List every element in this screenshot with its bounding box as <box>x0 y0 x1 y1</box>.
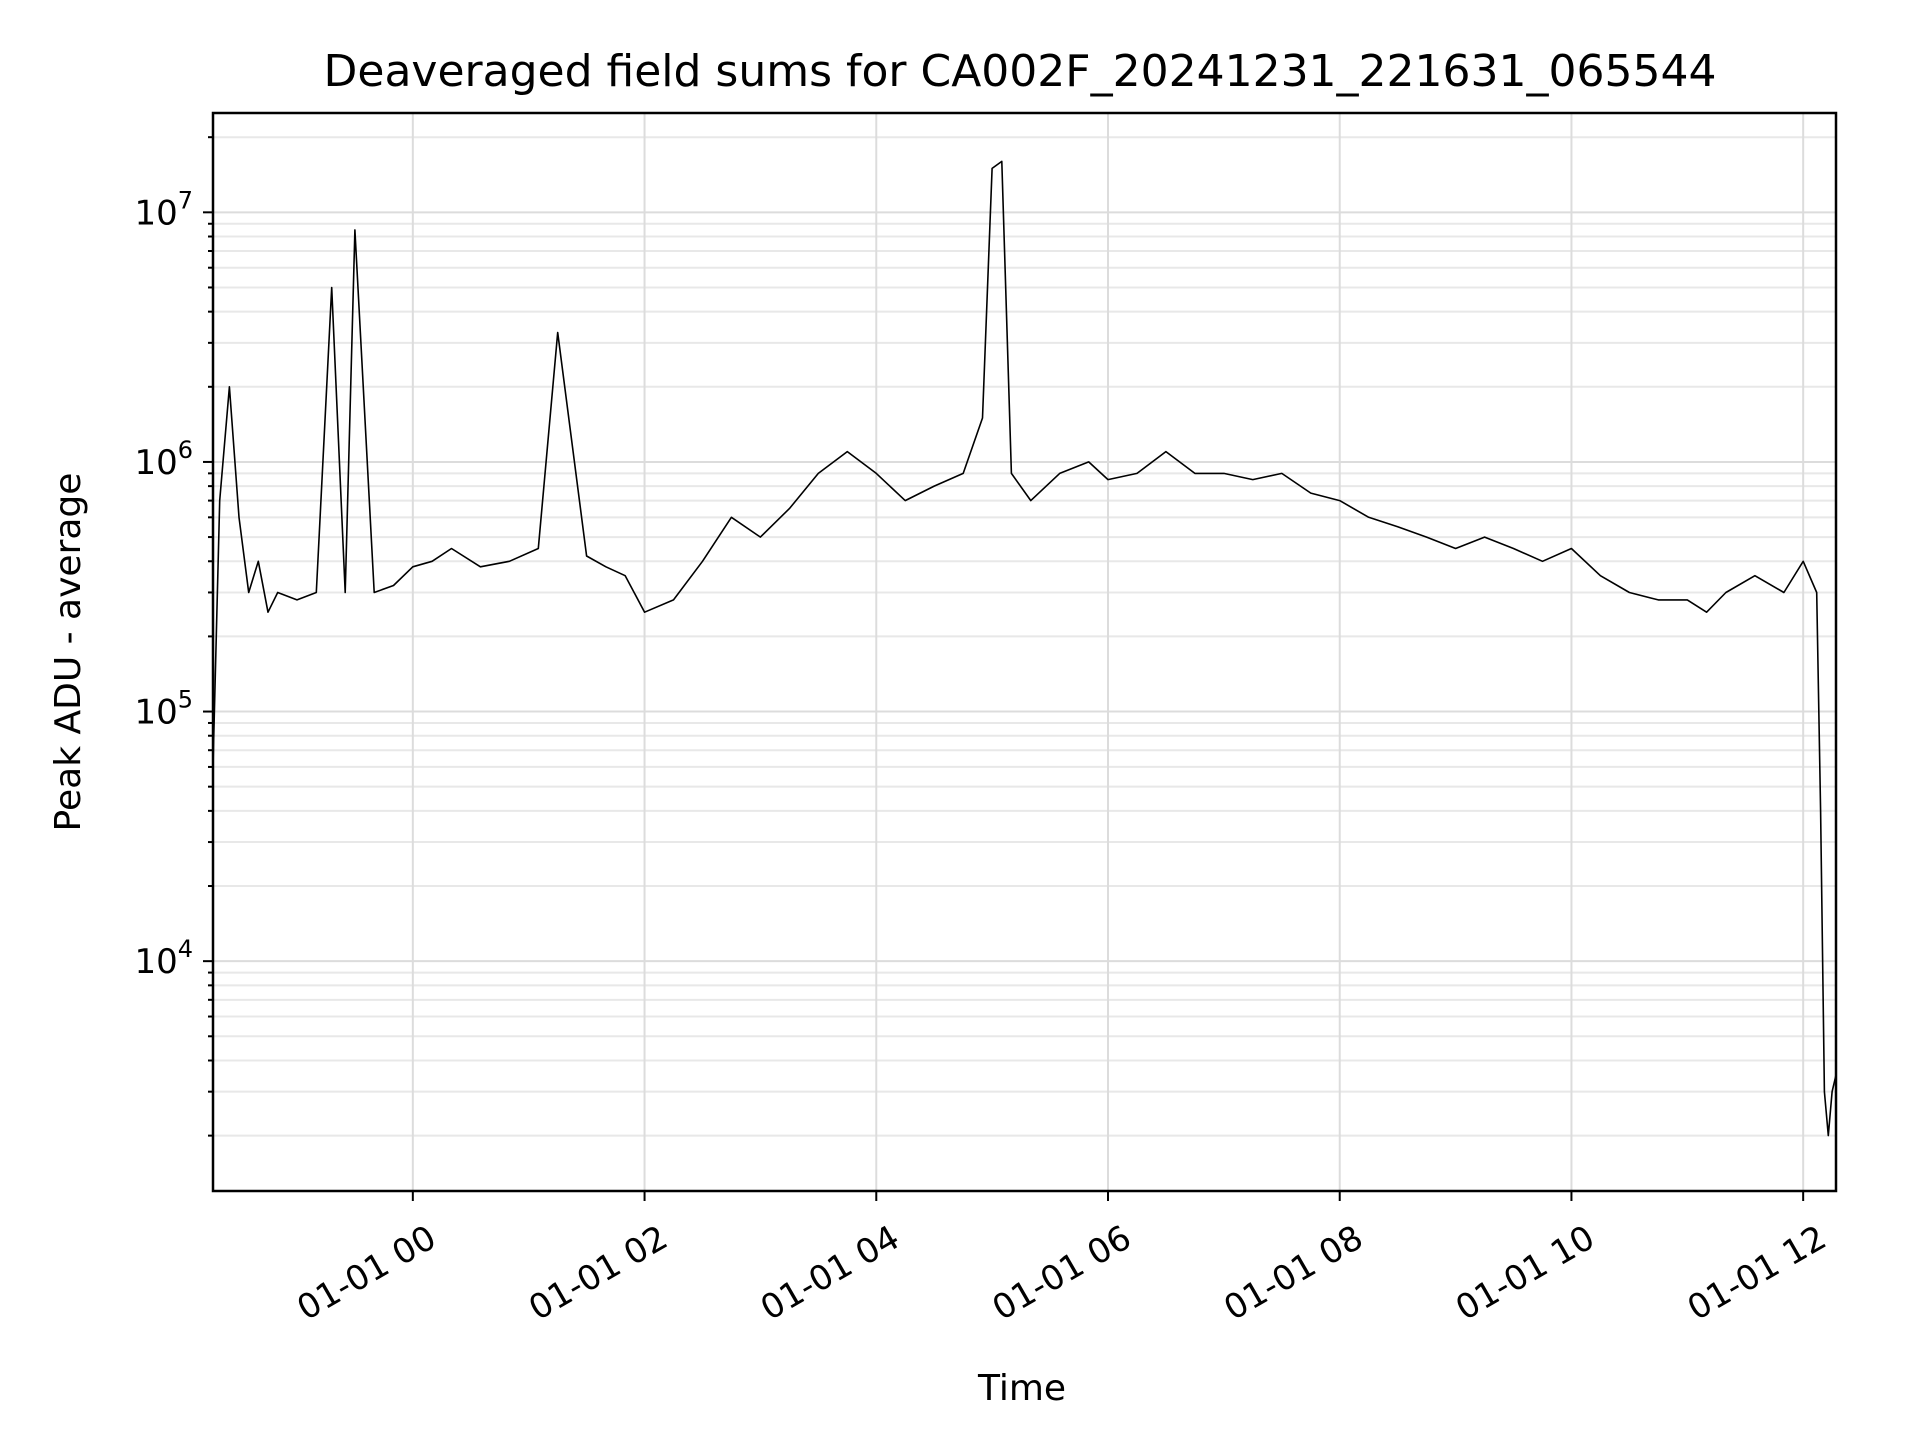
x-tick-label: 01-01 10 <box>1449 1218 1601 1329</box>
grid <box>213 113 1836 1191</box>
x-tick-label: 01-01 08 <box>1217 1218 1369 1329</box>
x-tick-label: 01-01 06 <box>986 1218 1138 1329</box>
series-line <box>212 160 1837 1137</box>
y-axis: 104 105 106 107 <box>134 136 213 1137</box>
chart-title: Deaveraged field sums for CA002F_2024123… <box>324 46 1717 97</box>
x-tick-label: 01-01 02 <box>522 1218 674 1329</box>
x-tick-label: 01-01 12 <box>1681 1218 1833 1329</box>
series-group <box>212 160 1837 1137</box>
x-axis-label: Time <box>977 1368 1066 1409</box>
y-tick-label: 104 <box>134 935 193 982</box>
y-tick-label: 106 <box>134 436 193 483</box>
x-axis: 01-01 00 01-01 02 01-01 04 01-01 06 01-01 08… <box>291 1191 1833 1329</box>
x-tick-label: 01-01 00 <box>291 1218 443 1329</box>
y-tick-label: 107 <box>134 186 193 233</box>
y-axis-label: Peak ADU - average <box>48 473 89 832</box>
x-tick-label: 01-01 04 <box>754 1218 906 1329</box>
plot-frame <box>211 111 1838 1193</box>
y-tick-label: 105 <box>134 686 193 733</box>
